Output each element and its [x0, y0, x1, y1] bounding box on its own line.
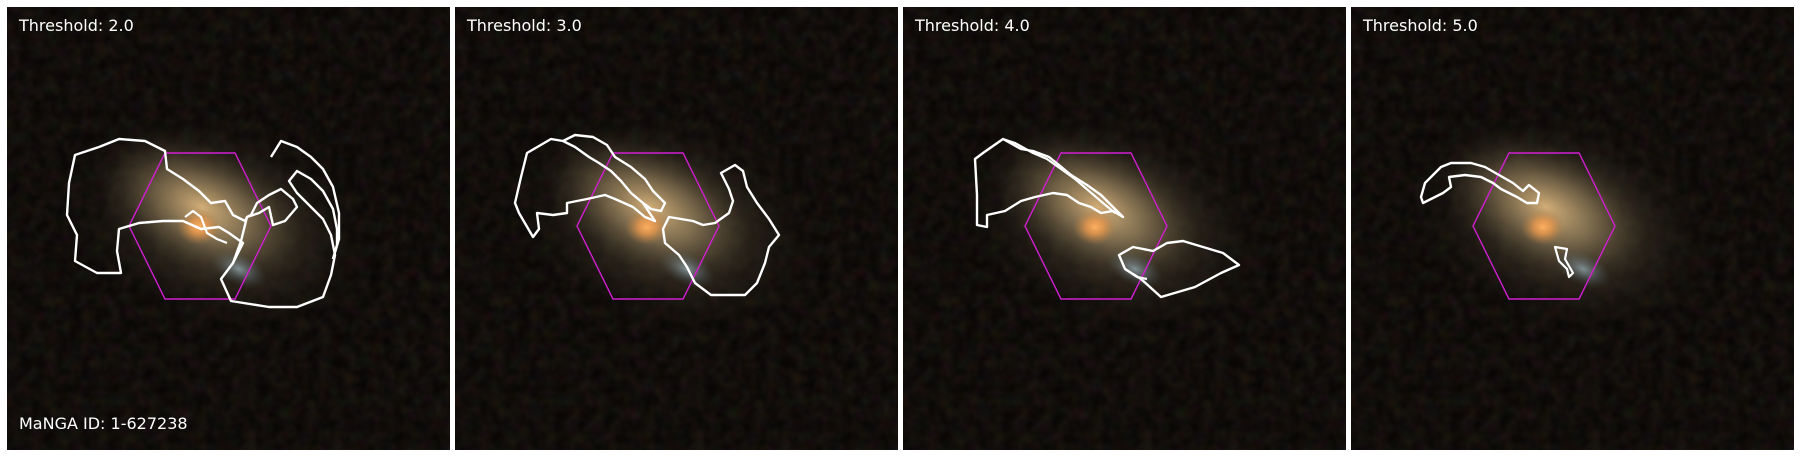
- galaxy-core: [1073, 209, 1117, 245]
- galaxy-image: [1351, 7, 1794, 450]
- ifu-hexagon: [576, 152, 720, 300]
- contour-line: [184, 209, 228, 245]
- contour-line: [1002, 137, 1116, 214]
- panel-threshold-3: Threshold: 3.0: [455, 7, 898, 450]
- galaxy-core: [625, 209, 669, 245]
- galaxy-image: [455, 7, 898, 450]
- threshold-label: Threshold: 3.0: [467, 16, 582, 35]
- galaxy-disk: [98, 134, 306, 280]
- galaxy-disk: [994, 134, 1202, 280]
- galaxy-core: [1521, 209, 1565, 245]
- contour-line: [513, 137, 657, 239]
- blue-knot: [1554, 249, 1612, 289]
- contour-line: [98, 137, 299, 264]
- galaxy-disk: [1442, 134, 1650, 280]
- contour-line: [1553, 245, 1575, 279]
- contour-line: [973, 137, 1125, 229]
- threshold-label: Threshold: 5.0: [1363, 16, 1478, 35]
- contour-line: [1419, 161, 1541, 205]
- contour-line: [661, 163, 781, 297]
- contour-line: [562, 133, 667, 213]
- galaxy-image: [903, 7, 1346, 450]
- galaxy-image: [7, 7, 450, 450]
- ifu-hexagon: [1024, 152, 1168, 300]
- threshold-label: Threshold: 2.0: [19, 16, 134, 35]
- contour-line: [1124, 268, 1148, 281]
- contour-line: [65, 145, 339, 309]
- panel-threshold-5: Threshold: 5.0: [1351, 7, 1794, 450]
- ifu-hexagon: [1472, 152, 1616, 300]
- panel-threshold-2: Threshold: 2.0 MaNGA ID: 1-627238: [7, 7, 450, 450]
- galaxy-id-label: MaNGA ID: 1-627238: [19, 414, 188, 433]
- panel-threshold-4: Threshold: 4.0: [903, 7, 1346, 450]
- threshold-label: Threshold: 4.0: [915, 16, 1030, 35]
- contour-line: [269, 139, 341, 260]
- blue-knot: [210, 249, 268, 289]
